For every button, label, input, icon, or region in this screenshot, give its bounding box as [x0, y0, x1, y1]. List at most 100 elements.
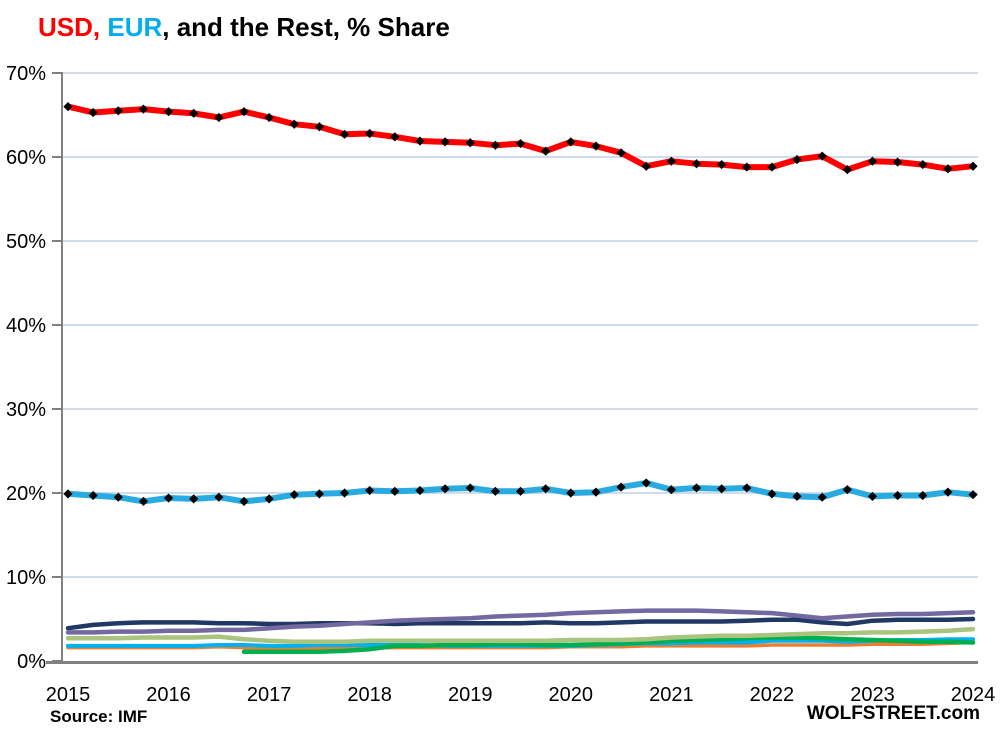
- data-point-marker-EUR: [566, 488, 576, 498]
- data-point-marker-EUR: [113, 492, 123, 502]
- data-point-marker-USD: [88, 107, 98, 118]
- series-line-rest-sage: [65, 626, 976, 644]
- data-point-marker-USD: [717, 159, 727, 170]
- data-point-marker-EUR: [390, 486, 400, 496]
- data-point-marker-EUR: [440, 484, 450, 494]
- series-line-USD: [65, 103, 977, 173]
- data-point-marker-USD: [113, 106, 123, 116]
- data-point-marker-USD: [541, 146, 551, 156]
- data-point-marker-EUR: [63, 489, 73, 499]
- data-point-marker-USD: [365, 128, 375, 139]
- x-axis-label: 2020: [549, 684, 594, 706]
- data-point-marker-USD: [214, 112, 224, 123]
- data-point-marker-EUR: [867, 491, 878, 501]
- data-point-marker-USD: [792, 154, 802, 165]
- data-point-marker-EUR: [415, 485, 425, 496]
- data-point-marker-EUR: [289, 490, 299, 500]
- data-point-marker-EUR: [616, 482, 626, 492]
- x-axis-label: 2022: [750, 684, 795, 706]
- data-point-marker-USD: [490, 140, 500, 150]
- x-axis-label: 2018: [347, 684, 392, 706]
- data-point-marker-USD: [867, 156, 878, 166]
- title-eur: EUR: [100, 12, 163, 42]
- data-point-marker-EUR: [465, 483, 475, 493]
- data-point-marker-USD: [918, 159, 928, 170]
- data-point-marker-EUR: [641, 478, 651, 488]
- data-point-marker-EUR: [88, 490, 98, 501]
- data-point-marker-EUR: [717, 484, 727, 494]
- data-point-marker-USD: [63, 102, 73, 112]
- data-point-marker-USD: [415, 136, 425, 146]
- data-point-marker-EUR: [817, 492, 827, 502]
- series-line-rest-navy: [65, 616, 976, 631]
- data-point-marker-USD: [566, 137, 576, 147]
- data-point-marker-EUR: [893, 490, 903, 501]
- data-point-marker-USD: [289, 119, 299, 129]
- data-point-marker-USD: [691, 159, 702, 169]
- data-point-marker-EUR: [314, 489, 324, 499]
- data-point-marker-USD: [666, 156, 676, 166]
- data-point-marker-EUR: [189, 494, 199, 504]
- x-axis-label: 2016: [146, 684, 191, 706]
- data-point-marker-USD: [264, 112, 274, 123]
- data-point-marker-USD: [767, 162, 777, 172]
- series-line-rest-purple: [65, 608, 976, 635]
- x-axis-label: 2024: [951, 684, 996, 706]
- data-point-marker-EUR: [842, 485, 852, 495]
- data-point-marker-USD: [339, 129, 350, 139]
- data-point-marker-USD: [440, 137, 450, 147]
- data-point-marker-EUR: [591, 487, 601, 497]
- data-point-marker-EUR: [339, 488, 350, 498]
- y-axis-label: 70%: [6, 63, 46, 85]
- x-axis-label: 2021: [649, 684, 694, 706]
- series-line-rest-green: [241, 635, 976, 655]
- branding: WOLFSTREET.com: [806, 703, 980, 724]
- y-axis-label: 20%: [6, 483, 46, 505]
- data-point-marker-EUR: [365, 485, 375, 496]
- y-axis-label: 0%: [17, 651, 46, 673]
- x-axis-label: 2023: [850, 684, 895, 706]
- y-axis-label: 60%: [6, 147, 46, 169]
- y-axis-label: 40%: [6, 315, 46, 337]
- data-point-marker-USD: [189, 108, 199, 118]
- data-point-marker-USD: [641, 161, 651, 171]
- data-point-marker-USD: [163, 107, 174, 117]
- data-point-marker-USD: [515, 138, 526, 149]
- x-axis-label: 2019: [448, 684, 493, 706]
- data-point-marker-EUR: [968, 490, 978, 500]
- data-point-marker-USD: [390, 132, 400, 142]
- data-point-marker-USD: [591, 141, 601, 151]
- data-point-marker-EUR: [214, 492, 224, 502]
- title-rest: , and the Rest, % Share: [162, 12, 450, 42]
- data-point-marker-USD: [616, 148, 626, 158]
- source-label: Source: IMF: [50, 707, 148, 726]
- data-point-marker-USD: [138, 104, 149, 114]
- data-point-marker-EUR: [515, 486, 526, 496]
- data-point-marker-USD: [842, 165, 852, 175]
- data-point-marker-EUR: [742, 483, 752, 493]
- data-point-marker-EUR: [541, 484, 551, 494]
- data-point-marker-EUR: [918, 490, 928, 501]
- y-axis-label: 30%: [6, 399, 46, 421]
- data-point-marker-USD: [968, 161, 978, 171]
- data-point-marker-USD: [817, 151, 827, 161]
- data-point-marker-EUR: [666, 485, 676, 495]
- x-axis-label: 2015: [46, 684, 91, 706]
- chart-title: USD, EUR, and the Rest, % Share: [38, 12, 450, 43]
- data-point-marker-EUR: [943, 487, 953, 497]
- data-point-marker-EUR: [138, 496, 149, 506]
- data-point-marker-USD: [742, 162, 752, 172]
- data-point-marker-USD: [943, 164, 953, 174]
- data-point-marker-EUR: [691, 483, 702, 493]
- y-axis-label: 50%: [6, 231, 46, 253]
- x-axis-label: 2017: [247, 684, 292, 706]
- data-point-marker-USD: [239, 107, 249, 117]
- data-point-marker-EUR: [264, 494, 274, 504]
- y-axis-label: 10%: [6, 567, 46, 589]
- title-usd: USD,: [38, 12, 101, 42]
- data-point-marker-EUR: [163, 493, 174, 503]
- data-point-marker-EUR: [490, 486, 500, 496]
- data-point-marker-USD: [893, 157, 903, 167]
